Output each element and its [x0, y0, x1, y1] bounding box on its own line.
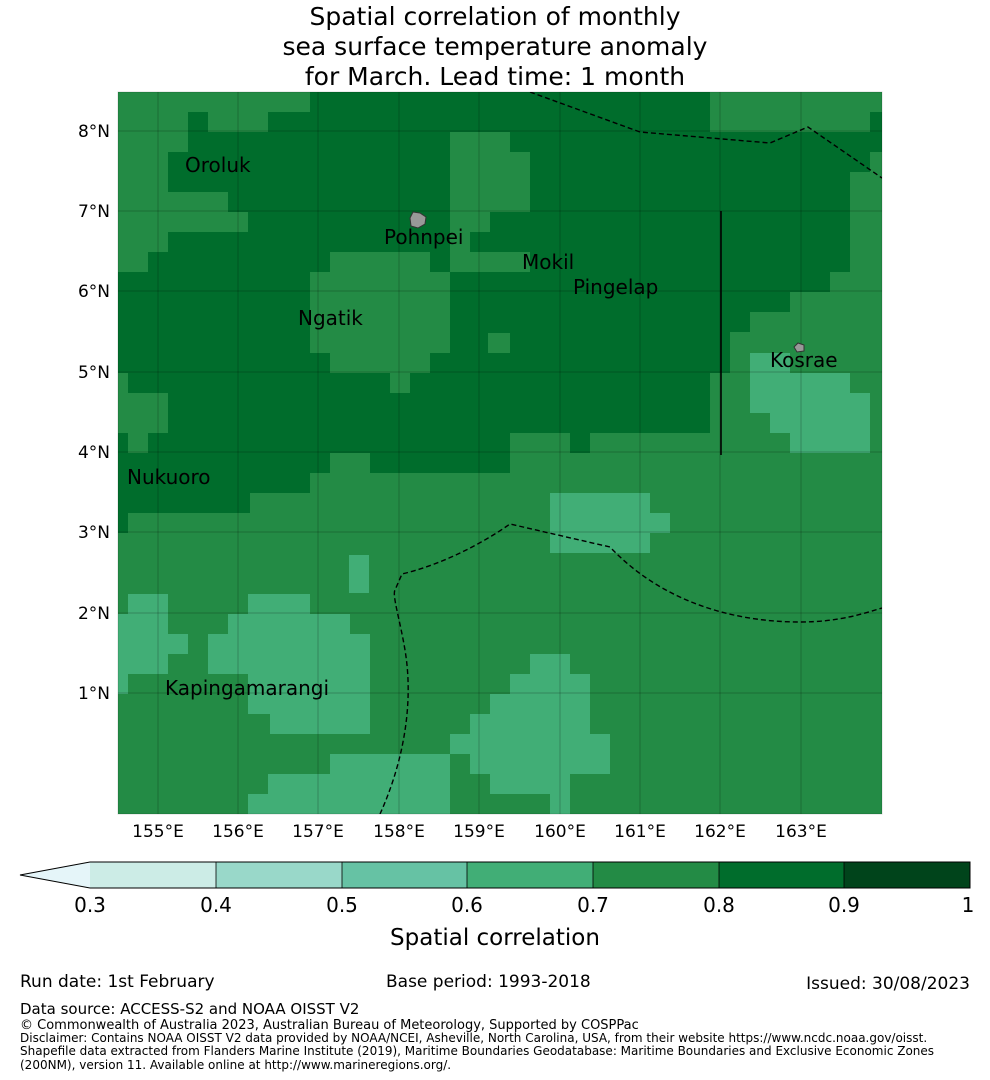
lon-tick: 158°E — [373, 822, 425, 842]
title-line-3: for March. Lead time: 1 month — [304, 62, 686, 91]
colorbar-tick: 0.7 — [577, 893, 609, 917]
disclaimer-line-3: (200NM), version 11. Available online at… — [20, 1058, 452, 1072]
lon-tick: 161°E — [614, 822, 666, 842]
lat-tick-labels: 8°N 7°N 6°N 5°N 4°N 3°N 2°N 1°N — [78, 122, 110, 704]
lat-tick: 5°N — [78, 363, 110, 383]
colorbar-tick: 0.3 — [74, 893, 106, 917]
lon-tick: 163°E — [775, 822, 827, 842]
label-nukuoro: Nukuoro — [127, 465, 211, 489]
copyright: © Commonwealth of Australia 2023, Austra… — [20, 1018, 639, 1033]
field-low-south — [450, 654, 610, 814]
label-ngatik: Ngatik — [298, 306, 363, 330]
colorbar-swatch — [342, 862, 467, 888]
colorbar-swatch — [844, 862, 970, 888]
pohnpei-island — [409, 211, 427, 229]
field-high-north — [118, 92, 882, 533]
label-oroluk: Oroluk — [185, 153, 251, 177]
run-date: Run date: 1st February — [20, 972, 215, 992]
lat-tick: 8°N — [78, 122, 110, 142]
lon-tick: 159°E — [453, 822, 505, 842]
disclaimer-line-1: Disclaimer: Contains NOAA OISST V2 data … — [20, 1031, 928, 1045]
disclaimer-line-2: Shapefile data extracted from Flanders M… — [20, 1044, 935, 1058]
gridlines — [118, 92, 882, 814]
field-low-kosrae — [750, 353, 870, 453]
colorbar-swatch — [719, 862, 844, 888]
data-source: Data source: ACCESS-S2 and NOAA OISST V2 — [20, 1000, 360, 1018]
field-low-center — [550, 493, 670, 553]
lat-tick: 7°N — [78, 202, 110, 222]
field-mid-northeast — [710, 92, 870, 132]
colorbar-swatch — [90, 862, 216, 888]
correlation-field — [118, 92, 882, 814]
label-kapingamarangi: Kapingamarangi — [165, 676, 329, 700]
lon-tick: 156°E — [212, 822, 264, 842]
colorbar-tick-labels: 0.3 0.4 0.5 0.6 0.7 0.8 0.9 1 — [74, 893, 974, 917]
title-line-1: Spatial correlation of monthly — [309, 2, 681, 31]
label-kosrae: Kosrae — [770, 348, 838, 372]
field-mid-mokil — [450, 132, 530, 272]
colorbar-tick: 1 — [962, 893, 975, 917]
lon-tick: 162°E — [694, 822, 746, 842]
title-line-2: sea surface temperature anomaly — [282, 32, 708, 61]
eez-south-boundary — [379, 523, 882, 814]
label-pohnpei: Pohnpei — [384, 225, 464, 249]
colorbar-tick: 0.5 — [326, 893, 358, 917]
map-frame — [117, 91, 883, 815]
lon-tick: 157°E — [292, 822, 344, 842]
lon-tick-labels: 155°E 156°E 157°E 158°E 159°E 160°E 161°… — [132, 822, 827, 842]
issued-date: Issued: 30/08/2023 — [806, 974, 970, 994]
colorbar-swatch — [467, 862, 593, 888]
lat-tick: 2°N — [78, 604, 110, 624]
colorbar: 0.3 0.4 0.5 0.6 0.7 0.8 0.9 1 Spatial co… — [19, 861, 974, 951]
field-low-spot — [349, 555, 369, 593]
lat-tick: 6°N — [78, 282, 110, 302]
eez-boundaries — [379, 92, 882, 814]
chart-title: Spatial correlation of monthly sea surfa… — [0, 2, 990, 92]
lon-tick: 155°E — [132, 822, 184, 842]
colorbar-tick: 0.8 — [703, 893, 735, 917]
lat-tick: 1°N — [78, 684, 110, 704]
colorbar-label: Spatial correlation — [390, 925, 600, 951]
colorbar-tick: 0.4 — [200, 893, 232, 917]
field-mid-small — [488, 333, 510, 353]
map-figure: Oroluk Pohnpei Mokil Pingelap Ngatik Kos… — [19, 91, 974, 951]
field-low-west — [118, 594, 188, 694]
field-low-southwest — [248, 754, 450, 814]
colorbar-swatch — [216, 862, 342, 888]
place-labels: Oroluk Pohnpei Mokil Pingelap Ngatik Kos… — [127, 153, 838, 700]
colorbar-tick: 0.9 — [828, 893, 860, 917]
label-pingelap: Pingelap — [573, 275, 658, 299]
colorbar-tick: 0.6 — [451, 893, 483, 917]
lat-tick: 3°N — [78, 523, 110, 543]
lon-tick: 160°E — [534, 822, 586, 842]
kosrae-island — [793, 342, 805, 353]
label-mokil: Mokil — [522, 250, 574, 274]
field-low-kapinga — [208, 594, 370, 734]
colorbar-swatch — [593, 862, 719, 888]
colorbar-outline — [19, 861, 971, 889]
base-period: Base period: 1993-2018 — [386, 972, 591, 992]
colorbar-extend-arrow — [20, 862, 90, 888]
lat-tick: 4°N — [78, 443, 110, 463]
field-mid-pohnpei — [310, 252, 450, 393]
